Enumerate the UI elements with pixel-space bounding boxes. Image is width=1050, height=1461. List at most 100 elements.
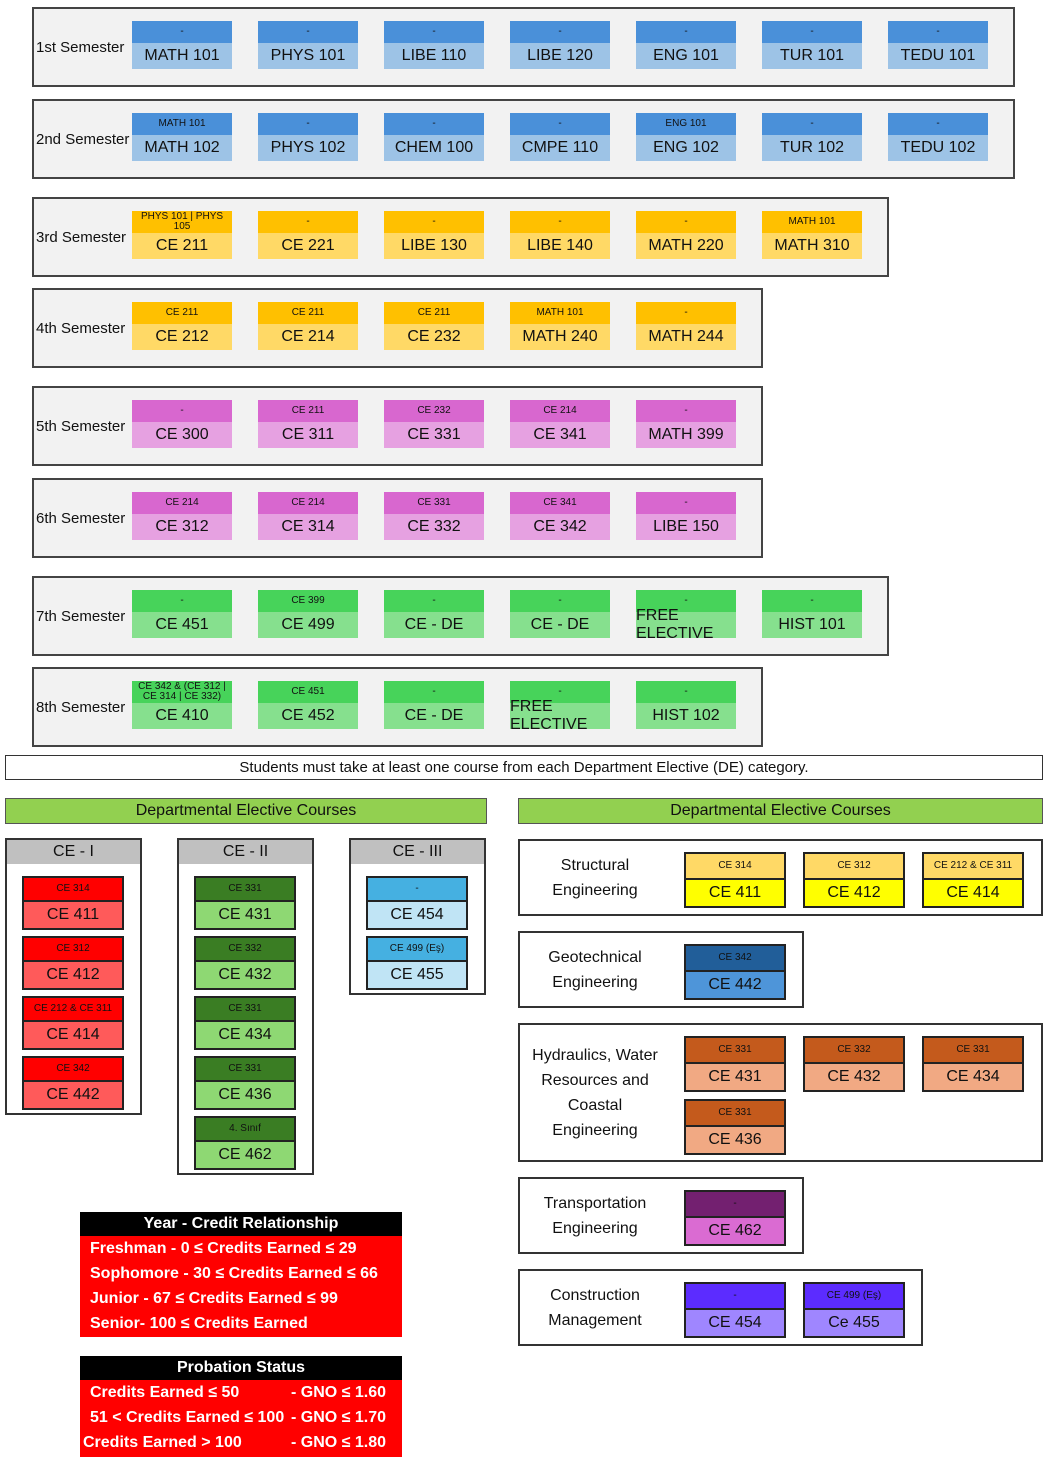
area-title-line: Structural: [560, 856, 630, 874]
course-card[interactable]: - FREE ELECTIVE: [636, 590, 736, 642]
course-card[interactable]: CE 312 CE 412: [22, 936, 124, 990]
course-prereq: -: [762, 21, 862, 43]
course-card[interactable]: MATH 101 MATH 240: [510, 302, 610, 350]
course-card[interactable]: CE 331 CE 436: [684, 1099, 786, 1155]
course-name: CE - DE: [384, 703, 484, 729]
course-name: CE 211: [132, 233, 232, 259]
course-name: CE - DE: [384, 612, 484, 638]
course-card[interactable]: CE 331 CE 434: [922, 1036, 1024, 1092]
course-name: CE 442: [22, 1082, 124, 1110]
course-prereq: CE 211: [132, 302, 232, 324]
course-card[interactable]: - CE 454: [366, 876, 468, 930]
course-name: CE 442: [684, 972, 786, 1000]
course-prereq: CE 314: [684, 852, 786, 880]
course-card[interactable]: - HIST 101: [762, 590, 862, 638]
course-card[interactable]: CE 214 CE 341: [510, 400, 610, 448]
course-card[interactable]: CE 211 CE 311: [258, 400, 358, 448]
course-card[interactable]: - TEDU 102: [888, 113, 988, 161]
course-card[interactable]: - LIBE 130: [384, 211, 484, 259]
course-card[interactable]: CE 331 CE 332: [384, 492, 484, 540]
course-card[interactable]: CE 451 CE 452: [258, 681, 358, 729]
course-prereq: CE 399: [258, 590, 358, 612]
course-card[interactable]: MATH 101 MATH 102: [132, 113, 232, 161]
course-card[interactable]: CE 331 CE 436: [194, 1056, 296, 1110]
course-card[interactable]: CE 342 & (CE 312 | CE 314 | CE 332) CE 41…: [132, 681, 232, 729]
course-card[interactable]: - LIBE 150: [636, 492, 736, 540]
course-name: CE 332: [384, 514, 484, 540]
course-card[interactable]: CE 211 CE 212: [132, 302, 232, 350]
course-card[interactable]: - CE - DE: [510, 590, 610, 638]
course-card[interactable]: CE 212 & CE 311 CE 414: [922, 852, 1024, 908]
area-title: Construction Management: [520, 1283, 670, 1333]
course-card[interactable]: - CHEM 100: [384, 113, 484, 161]
course-card[interactable]: CE 342 CE 442: [22, 1056, 124, 1110]
elective-category: CE - I CE 314 CE 411 CE 312 CE 412 CE 212 & C…: [5, 838, 142, 1115]
course-card[interactable]: - CE 221: [258, 211, 358, 259]
course-card[interactable]: - MATH 399: [636, 400, 736, 448]
course-name: LIBE 150: [636, 514, 736, 540]
course-name: HIST 101: [762, 612, 862, 638]
course-card[interactable]: - CE 462: [684, 1190, 786, 1246]
course-card[interactable]: - LIBE 140: [510, 211, 610, 259]
course-prereq: -: [510, 113, 610, 135]
course-name: HIST 102: [636, 703, 736, 729]
course-card[interactable]: - CE - DE: [384, 681, 484, 729]
course-card[interactable]: - CE - DE: [384, 590, 484, 638]
course-card[interactable]: - TUR 101: [762, 21, 862, 69]
course-card[interactable]: - TEDU 101: [888, 21, 988, 69]
course-card[interactable]: - PHYS 101: [258, 21, 358, 69]
course-card[interactable]: CE 331 CE 431: [684, 1036, 786, 1092]
course-card[interactable]: - FREE ELECTIVE: [510, 681, 610, 733]
course-card[interactable]: - HIST 102: [636, 681, 736, 729]
course-card[interactable]: CE 341 CE 342: [510, 492, 610, 540]
course-prereq: CE 314: [22, 876, 124, 902]
course-card[interactable]: CE 212 & CE 311 CE 414: [22, 996, 124, 1050]
course-card[interactable]: CE 211 CE 214: [258, 302, 358, 350]
course-name: CE 311: [258, 422, 358, 448]
course-card[interactable]: CE 332 CE 432: [194, 936, 296, 990]
course-card[interactable]: - CE 454: [684, 1282, 786, 1338]
specialization-area: Hydraulics, Water Resources and Coastal Eng…: [518, 1023, 1043, 1162]
course-card[interactable]: 4. Sınıf CE 462: [194, 1116, 296, 1170]
course-card[interactable]: - MATH 101: [132, 21, 232, 69]
course-name: CE 232: [384, 324, 484, 350]
course-name: CE 341: [510, 422, 610, 448]
course-card[interactable]: CE 232 CE 331: [384, 400, 484, 448]
course-card[interactable]: CE 399 CE 499: [258, 590, 358, 638]
course-card[interactable]: CE 214 CE 312: [132, 492, 232, 540]
course-card[interactable]: CE 314 CE 411: [684, 852, 786, 908]
course-card[interactable]: - TUR 102: [762, 113, 862, 161]
course-card[interactable]: - PHYS 102: [258, 113, 358, 161]
course-card[interactable]: - MATH 220: [636, 211, 736, 259]
course-prereq: CE 212 & CE 311: [922, 852, 1024, 880]
course-card[interactable]: - CMPE 110: [510, 113, 610, 161]
course-prereq: CE 341: [510, 492, 610, 514]
course-card[interactable]: - LIBE 120: [510, 21, 610, 69]
course-card[interactable]: - CE 451: [132, 590, 232, 638]
course-card[interactable]: CE 332 CE 432: [803, 1036, 905, 1092]
course-card[interactable]: MATH 101 MATH 310: [762, 211, 862, 259]
course-prereq: -: [384, 211, 484, 233]
course-card[interactable]: CE 499 (Eş) Ce 455: [803, 1282, 905, 1338]
course-card[interactable]: CE 314 CE 411: [22, 876, 124, 930]
probation-credits: 51 < Credits Earned ≤ 100: [90, 1409, 285, 1426]
course-card[interactable]: CE 499 (Eş) CE 455: [366, 936, 468, 990]
left-elective-header: Departmental Elective Courses: [5, 798, 487, 824]
elective-category: CE - III - CE 454 CE 499 (Eş) CE 455: [349, 838, 486, 995]
course-card[interactable]: CE 214 CE 314: [258, 492, 358, 540]
probation-table: Probation Status Credits Earned ≤ 50 - GNO…: [80, 1356, 402, 1457]
course-card[interactable]: - MATH 244: [636, 302, 736, 350]
course-card[interactable]: - LIBE 110: [384, 21, 484, 69]
course-card[interactable]: CE 331 CE 431: [194, 876, 296, 930]
course-name: TEDU 101: [888, 43, 988, 69]
course-card[interactable]: CE 342 CE 442: [684, 944, 786, 1000]
course-card[interactable]: PHYS 101 | PHYS 105 CE 211: [132, 211, 232, 259]
course-card[interactable]: CE 331 CE 434: [194, 996, 296, 1050]
course-card[interactable]: - ENG 101: [636, 21, 736, 69]
course-card[interactable]: ENG 101 ENG 102: [636, 113, 736, 161]
course-card[interactable]: CE 312 CE 412: [803, 852, 905, 908]
area-title: Hydraulics, Water Resources and Coastal Eng…: [520, 1043, 670, 1143]
semester-row: 7th Semester - CE 451 CE 399 CE 499- CE - DE -…: [32, 576, 889, 656]
course-card[interactable]: CE 211 CE 232: [384, 302, 484, 350]
course-card[interactable]: - CE 300: [132, 400, 232, 448]
